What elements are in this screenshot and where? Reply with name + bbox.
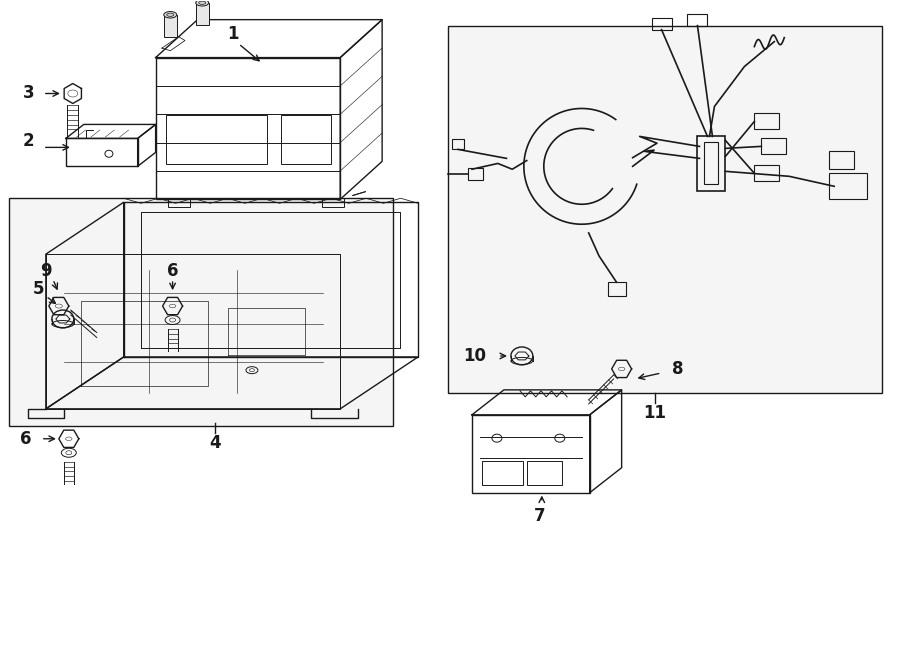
Text: 3: 3 [23, 85, 35, 102]
Bar [754, 165, 779, 181]
Bar [448, 26, 882, 393]
Ellipse shape [164, 11, 176, 18]
Text: 6: 6 [20, 430, 32, 447]
Bar [9, 198, 393, 426]
Bar [526, 461, 562, 485]
Bar [705, 142, 718, 184]
Text: 10: 10 [464, 347, 486, 365]
Bar [754, 114, 779, 130]
Ellipse shape [199, 1, 206, 5]
Bar [452, 139, 464, 149]
Text: 4: 4 [210, 434, 221, 451]
Bar [164, 15, 176, 37]
Text: 2: 2 [23, 132, 35, 151]
Bar [468, 169, 483, 180]
Text: 6: 6 [166, 262, 178, 280]
Text: 8: 8 [671, 360, 683, 378]
Bar [167, 198, 190, 208]
Bar [322, 198, 344, 208]
Text: 5: 5 [33, 280, 45, 298]
Text: 7: 7 [534, 506, 545, 525]
Bar [66, 138, 138, 167]
Bar [156, 58, 340, 199]
Bar [281, 115, 331, 165]
Ellipse shape [166, 13, 174, 17]
Text: 11: 11 [644, 404, 666, 422]
Ellipse shape [195, 0, 209, 6]
Bar [829, 151, 854, 169]
Bar [195, 3, 209, 24]
Bar [652, 18, 671, 30]
Bar [698, 136, 725, 191]
Bar [688, 14, 707, 26]
Bar [166, 115, 267, 165]
Bar [829, 173, 867, 199]
Bar [482, 461, 523, 485]
Text: 1: 1 [227, 24, 239, 42]
Bar [472, 415, 590, 492]
Bar [761, 138, 787, 155]
Text: 9: 9 [40, 262, 51, 280]
Bar [608, 282, 626, 296]
